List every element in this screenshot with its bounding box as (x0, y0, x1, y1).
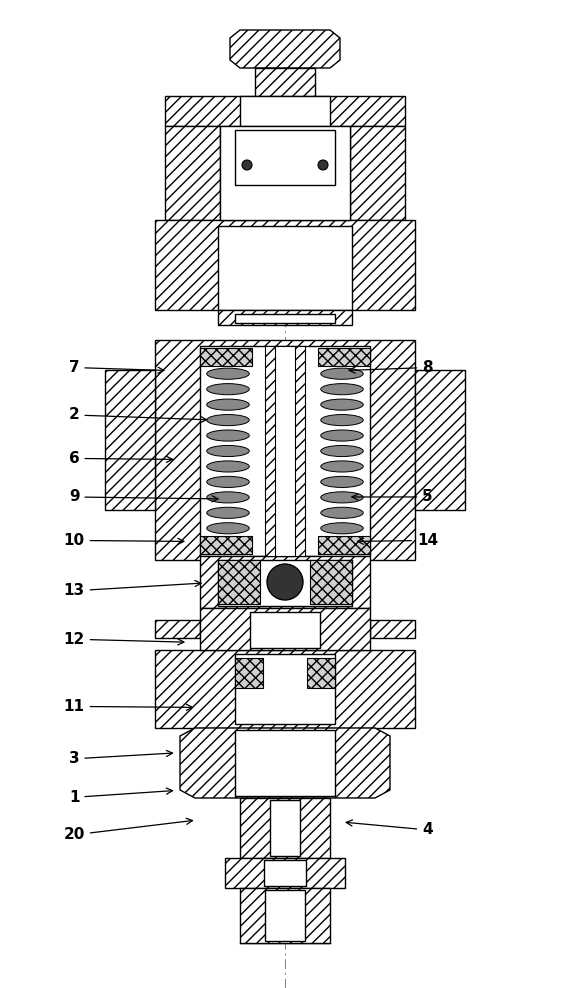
Text: 8: 8 (349, 360, 433, 375)
Ellipse shape (321, 430, 363, 441)
Text: 6: 6 (69, 451, 173, 466)
Text: 9: 9 (69, 489, 218, 505)
Bar (250, 612, 320, 648)
Bar (270, 800, 300, 856)
Bar (318, 536, 370, 554)
Bar (240, 888, 330, 943)
Ellipse shape (321, 446, 363, 456)
Polygon shape (180, 728, 390, 798)
Bar (255, 68, 315, 96)
Text: 12: 12 (63, 631, 184, 647)
Ellipse shape (321, 476, 363, 487)
Circle shape (318, 160, 328, 170)
Text: 13: 13 (63, 581, 201, 599)
Bar (155, 220, 415, 310)
Ellipse shape (321, 369, 363, 379)
Bar (105, 370, 155, 510)
Ellipse shape (321, 399, 363, 410)
Bar (200, 346, 370, 556)
Text: 7: 7 (69, 360, 164, 375)
Text: 20: 20 (63, 818, 193, 843)
Bar (155, 620, 200, 638)
Bar (235, 314, 335, 323)
Bar (155, 340, 415, 560)
Ellipse shape (207, 430, 249, 441)
Bar (235, 658, 263, 688)
Text: 3: 3 (69, 751, 173, 767)
Bar (218, 560, 260, 604)
Ellipse shape (207, 399, 249, 410)
Bar (307, 658, 335, 688)
Bar (225, 858, 345, 888)
Bar (350, 126, 405, 220)
Text: 11: 11 (64, 699, 193, 714)
Bar (200, 536, 252, 554)
Ellipse shape (207, 492, 249, 503)
Polygon shape (230, 30, 340, 68)
Text: 4: 4 (346, 820, 433, 838)
Bar (218, 310, 352, 325)
Ellipse shape (207, 415, 249, 426)
Bar (200, 608, 370, 650)
Text: 2: 2 (69, 407, 207, 423)
Ellipse shape (321, 415, 363, 426)
Bar (310, 560, 352, 604)
Bar (235, 654, 335, 724)
Bar (165, 96, 405, 126)
Bar (165, 126, 220, 220)
Bar (220, 126, 350, 220)
Circle shape (242, 160, 252, 170)
Ellipse shape (321, 460, 363, 472)
Ellipse shape (207, 507, 249, 519)
Circle shape (267, 564, 303, 600)
Bar (275, 346, 295, 556)
Text: 10: 10 (63, 533, 184, 548)
Bar (265, 346, 305, 556)
Bar (240, 96, 330, 126)
Ellipse shape (321, 492, 363, 503)
Bar (235, 730, 335, 796)
Ellipse shape (207, 369, 249, 379)
Bar (370, 620, 415, 638)
Ellipse shape (207, 460, 249, 472)
Ellipse shape (321, 523, 363, 534)
Bar (240, 798, 330, 858)
Text: 5: 5 (352, 489, 433, 505)
Ellipse shape (207, 523, 249, 534)
Bar (200, 556, 370, 608)
Ellipse shape (321, 383, 363, 395)
Bar (218, 226, 352, 310)
Ellipse shape (207, 446, 249, 456)
Text: 1: 1 (69, 788, 173, 805)
Ellipse shape (207, 383, 249, 395)
Ellipse shape (207, 476, 249, 487)
Bar (155, 650, 415, 728)
Bar (218, 560, 352, 606)
Ellipse shape (321, 507, 363, 519)
Bar (235, 130, 335, 185)
Bar (318, 348, 370, 366)
Bar (200, 348, 252, 366)
Bar (415, 370, 465, 510)
Bar (265, 890, 305, 941)
Bar (264, 860, 306, 886)
Text: 14: 14 (357, 533, 438, 548)
